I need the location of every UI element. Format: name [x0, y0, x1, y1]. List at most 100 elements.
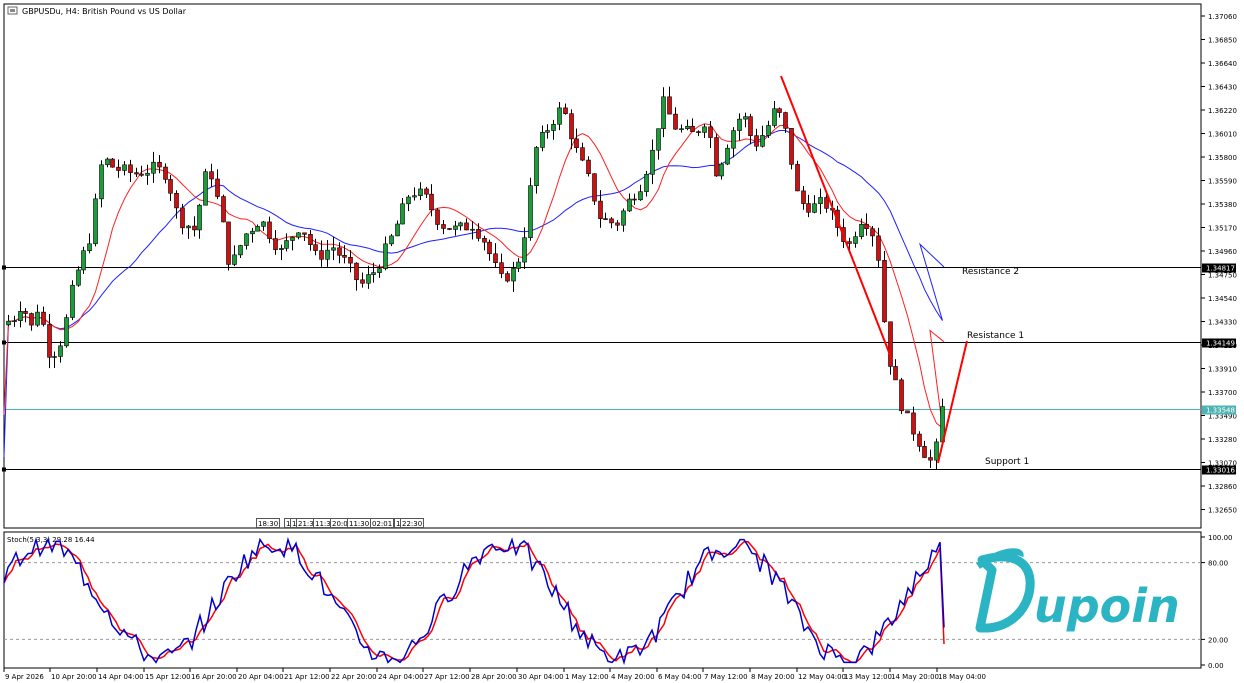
bullish-candle[interactable] — [540, 131, 545, 148]
bearish-candle[interactable] — [464, 222, 469, 231]
bearish-candle[interactable] — [806, 203, 811, 213]
trendlines[interactable] — [780, 75, 968, 464]
bullish-candle[interactable] — [470, 228, 475, 231]
bearish-candle[interactable] — [592, 173, 597, 202]
bullish-candle[interactable] — [87, 243, 92, 251]
bearish-candle[interactable] — [899, 379, 904, 412]
bearish-candle[interactable] — [313, 244, 318, 251]
bearish-candle[interactable] — [128, 164, 133, 173]
candlestick-series[interactable] — [6, 86, 945, 471]
bullish-candle[interactable] — [766, 125, 771, 136]
bearish-candle[interactable] — [308, 234, 313, 245]
bullish-candle[interactable] — [52, 356, 57, 358]
bullish-candle[interactable] — [290, 236, 295, 241]
bullish-candle[interactable] — [511, 268, 516, 282]
resistance-1-anchor[interactable] — [2, 340, 6, 345]
bullish-candle[interactable] — [702, 126, 707, 133]
bearish-candle[interactable] — [928, 457, 933, 461]
bearish-candle[interactable] — [487, 241, 492, 255]
bearish-candle[interactable] — [598, 200, 603, 219]
bullish-candle[interactable] — [412, 195, 417, 198]
bearish-candle[interactable] — [493, 253, 498, 263]
bearish-candle[interactable] — [870, 228, 875, 237]
bearish-candle[interactable] — [226, 221, 231, 265]
bullish-candle[interactable] — [122, 164, 127, 171]
bearish-candle[interactable] — [215, 178, 220, 197]
bullish-candle[interactable] — [731, 130, 736, 149]
bearish-candle[interactable] — [893, 366, 898, 381]
bearish-candle[interactable] — [615, 222, 620, 226]
bullish-candle[interactable] — [284, 240, 289, 249]
bullish-candle[interactable] — [760, 135, 765, 147]
bullish-candle[interactable] — [528, 185, 533, 238]
bullish-candle[interactable] — [551, 123, 556, 131]
bearish-candle[interactable] — [302, 232, 307, 235]
bullish-candle[interactable] — [661, 96, 666, 129]
bullish-candle[interactable] — [516, 261, 521, 269]
bearish-candle[interactable] — [41, 311, 46, 325]
bullish-candle[interactable] — [638, 191, 643, 201]
bullish-candle[interactable] — [6, 320, 11, 326]
bullish-candle[interactable] — [186, 225, 191, 229]
bullish-candle[interactable] — [296, 232, 301, 238]
bullish-candle[interactable] — [377, 268, 382, 273]
bearish-candle[interactable] — [163, 166, 168, 180]
bullish-candle[interactable] — [818, 197, 823, 205]
support-1-anchor[interactable] — [2, 467, 6, 472]
bearish-candle[interactable] — [342, 255, 347, 258]
bullish-candle[interactable] — [644, 173, 649, 192]
bullish-candle[interactable] — [743, 116, 748, 120]
bearish-candle[interactable] — [563, 107, 568, 114]
bearish-candle[interactable] — [690, 125, 695, 132]
bullish-candle[interactable] — [685, 125, 690, 130]
bullish-candle[interactable] — [366, 274, 371, 284]
bullish-candle[interactable] — [12, 320, 17, 323]
bearish-candle[interactable] — [499, 262, 504, 274]
bullish-candle[interactable] — [255, 226, 260, 232]
bearish-candle[interactable] — [482, 238, 487, 243]
bullish-candle[interactable] — [725, 147, 730, 165]
bearish-candle[interactable] — [864, 223, 869, 229]
bullish-candle[interactable] — [203, 171, 208, 206]
bullish-candle[interactable] — [737, 118, 742, 131]
bullish-candle[interactable] — [859, 223, 864, 237]
main-chart-frame[interactable] — [3, 3, 1202, 529]
bullish-candle[interactable] — [650, 149, 655, 175]
bearish-candle[interactable] — [47, 324, 52, 358]
bearish-candle[interactable] — [435, 209, 440, 225]
bullish-candle[interactable] — [331, 247, 336, 251]
bullish-candle[interactable] — [853, 236, 858, 244]
bearish-candle[interactable] — [23, 311, 28, 314]
bearish-candle[interactable] — [847, 241, 852, 244]
bearish-candle[interactable] — [882, 260, 887, 323]
bullish-candle[interactable] — [772, 108, 777, 126]
bullish-candle[interactable] — [453, 225, 458, 230]
bullish-candle[interactable] — [70, 284, 75, 318]
bearish-candle[interactable] — [273, 238, 278, 250]
bullish-candle[interactable] — [371, 272, 376, 275]
bullish-candle[interactable] — [522, 237, 527, 263]
bearish-candle[interactable] — [824, 197, 829, 209]
bearish-candle[interactable] — [157, 161, 162, 168]
bullish-candle[interactable] — [812, 203, 817, 213]
bearish-candle[interactable] — [876, 235, 881, 261]
horizontal-levels[interactable]: 1.34817 Resistance 2 1.34149 Resistance 1 1.… — [2, 263, 1236, 475]
bearish-candle[interactable] — [917, 433, 922, 447]
bearish-candle[interactable] — [168, 179, 173, 194]
bearish-candle[interactable] — [667, 96, 672, 115]
bearish-candle[interactable] — [580, 147, 585, 161]
bearish-candle[interactable] — [192, 225, 197, 231]
bearish-candle[interactable] — [174, 192, 179, 209]
bearish-candle[interactable] — [134, 172, 139, 175]
bearish-candle[interactable] — [905, 410, 910, 414]
bearish-candle[interactable] — [888, 321, 893, 367]
bullish-candle[interactable] — [679, 128, 684, 131]
bullish-candle[interactable] — [389, 235, 394, 245]
bullish-candle[interactable] — [418, 188, 423, 196]
bearish-candle[interactable] — [348, 256, 353, 264]
projected-rebound-line[interactable] — [937, 340, 968, 464]
bearish-candle[interactable] — [221, 196, 226, 223]
bearish-candle[interactable] — [754, 135, 759, 147]
bearish-candle[interactable] — [783, 112, 788, 129]
